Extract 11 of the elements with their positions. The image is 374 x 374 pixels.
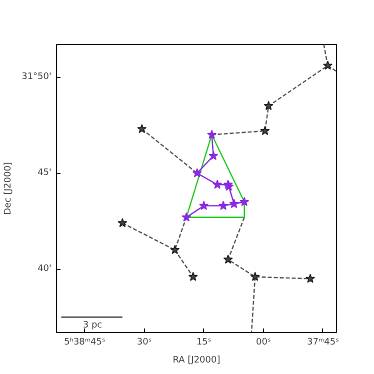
x-axis-title: RA [J2000] — [172, 356, 220, 366]
x-tick-label: 15ˢ — [196, 338, 212, 348]
x-tick-label: 30ˢ — [136, 338, 152, 348]
annotation: 3 pc — [82, 320, 102, 330]
x-tick-label: 37ᵐ45ˢ — [307, 338, 339, 348]
x-tick-label: 00ˢ — [256, 338, 271, 348]
y-tick-label: 31°50' — [22, 72, 52, 82]
x-tick-label: 5ʰ38ᵐ45ˢ — [64, 338, 106, 348]
y-tick-label: 45' — [38, 168, 52, 178]
y-tick-label: 40' — [38, 264, 52, 274]
y-axis-title: Dec [J2000] — [4, 162, 14, 215]
